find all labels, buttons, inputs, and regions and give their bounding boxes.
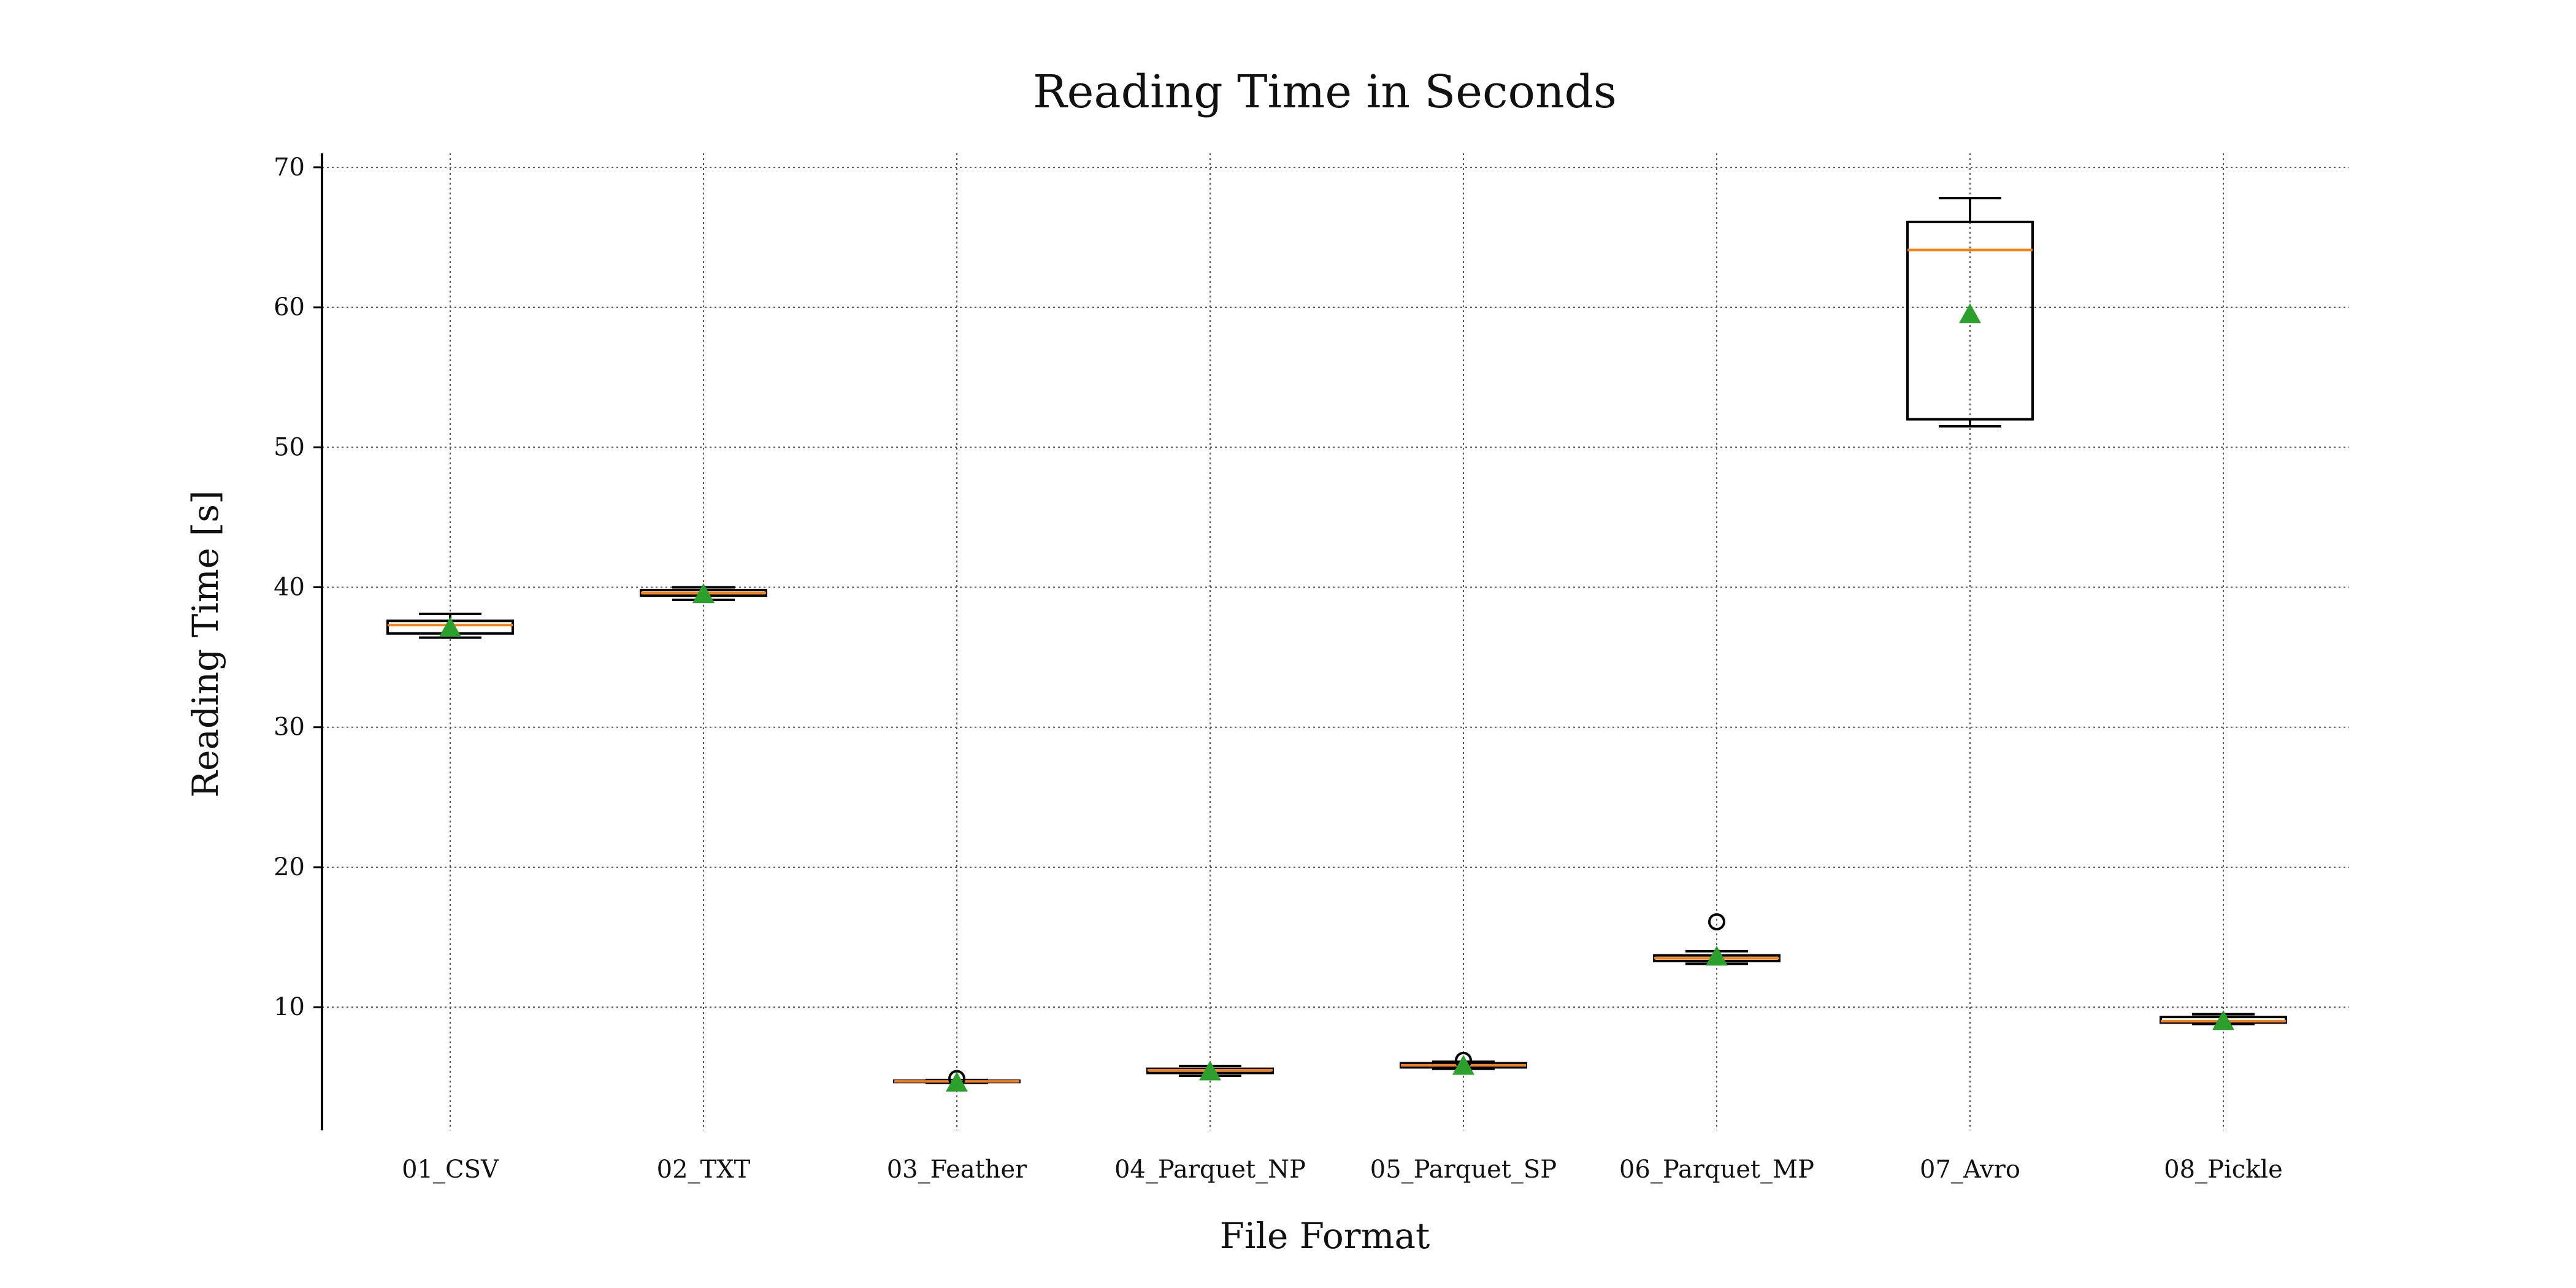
box-03_Feather: [893, 1070, 1021, 1092]
y-tick-label: 60: [274, 293, 305, 321]
x-ticks: 01_CSV 02_TXT 03_Feather 04_Parquet_NP 05_Pa…: [402, 1156, 2283, 1184]
x-tick-label: 08_Pickle: [2164, 1156, 2283, 1184]
y-tick-label: 20: [274, 853, 305, 881]
mean-marker: [1706, 946, 1728, 966]
mean-marker: [946, 1071, 968, 1092]
x-axis-label: File Format: [1220, 1215, 1430, 1257]
x-tick-label: 02_TXT: [657, 1156, 751, 1184]
x-tick-label: 05_Parquet_SP: [1370, 1156, 1557, 1184]
box-05_Parquet_SP: [1400, 1051, 1527, 1075]
mean-marker: [1452, 1055, 1474, 1075]
box-04_Parquet_NP: [1146, 1060, 1274, 1081]
outlier-point: [1708, 913, 1725, 930]
mean-marker: [1959, 303, 1981, 323]
chart-title: Reading Time in Seconds: [1033, 66, 1617, 118]
y-tick-label: 10: [274, 993, 305, 1021]
x-tick-label: 06_Parquet_MP: [1619, 1156, 1814, 1184]
grid: [322, 153, 2349, 1130]
y-axis-label: Reading Time [s]: [185, 490, 226, 797]
box-06_Parquet_MP: [1653, 913, 1781, 966]
mean-marker: [692, 583, 715, 604]
x-tick-label: 07_Avro: [1920, 1156, 2020, 1184]
y-tick-label: 40: [274, 573, 305, 601]
mean-marker: [439, 616, 461, 637]
mean-marker: [2212, 1010, 2234, 1030]
y-tick-label: 50: [274, 433, 305, 461]
x-tick-label: 01_CSV: [402, 1156, 499, 1184]
y-ticks: 10 20 30 40 50 60 70: [274, 153, 322, 1021]
boxes: [386, 197, 2287, 1092]
x-tick-label: 03_Feather: [887, 1156, 1027, 1184]
box-08_Pickle: [2160, 1010, 2287, 1030]
y-tick-label: 70: [274, 153, 305, 182]
x-tick-label: 04_Parquet_NP: [1114, 1156, 1306, 1184]
box-iqr: [1906, 220, 2034, 421]
box-07_Avro: [1906, 197, 2034, 428]
box-01_CSV: [386, 612, 514, 639]
box-02_TXT: [640, 583, 767, 604]
y-tick-label: 30: [274, 713, 305, 742]
mean-marker: [1199, 1060, 1221, 1081]
